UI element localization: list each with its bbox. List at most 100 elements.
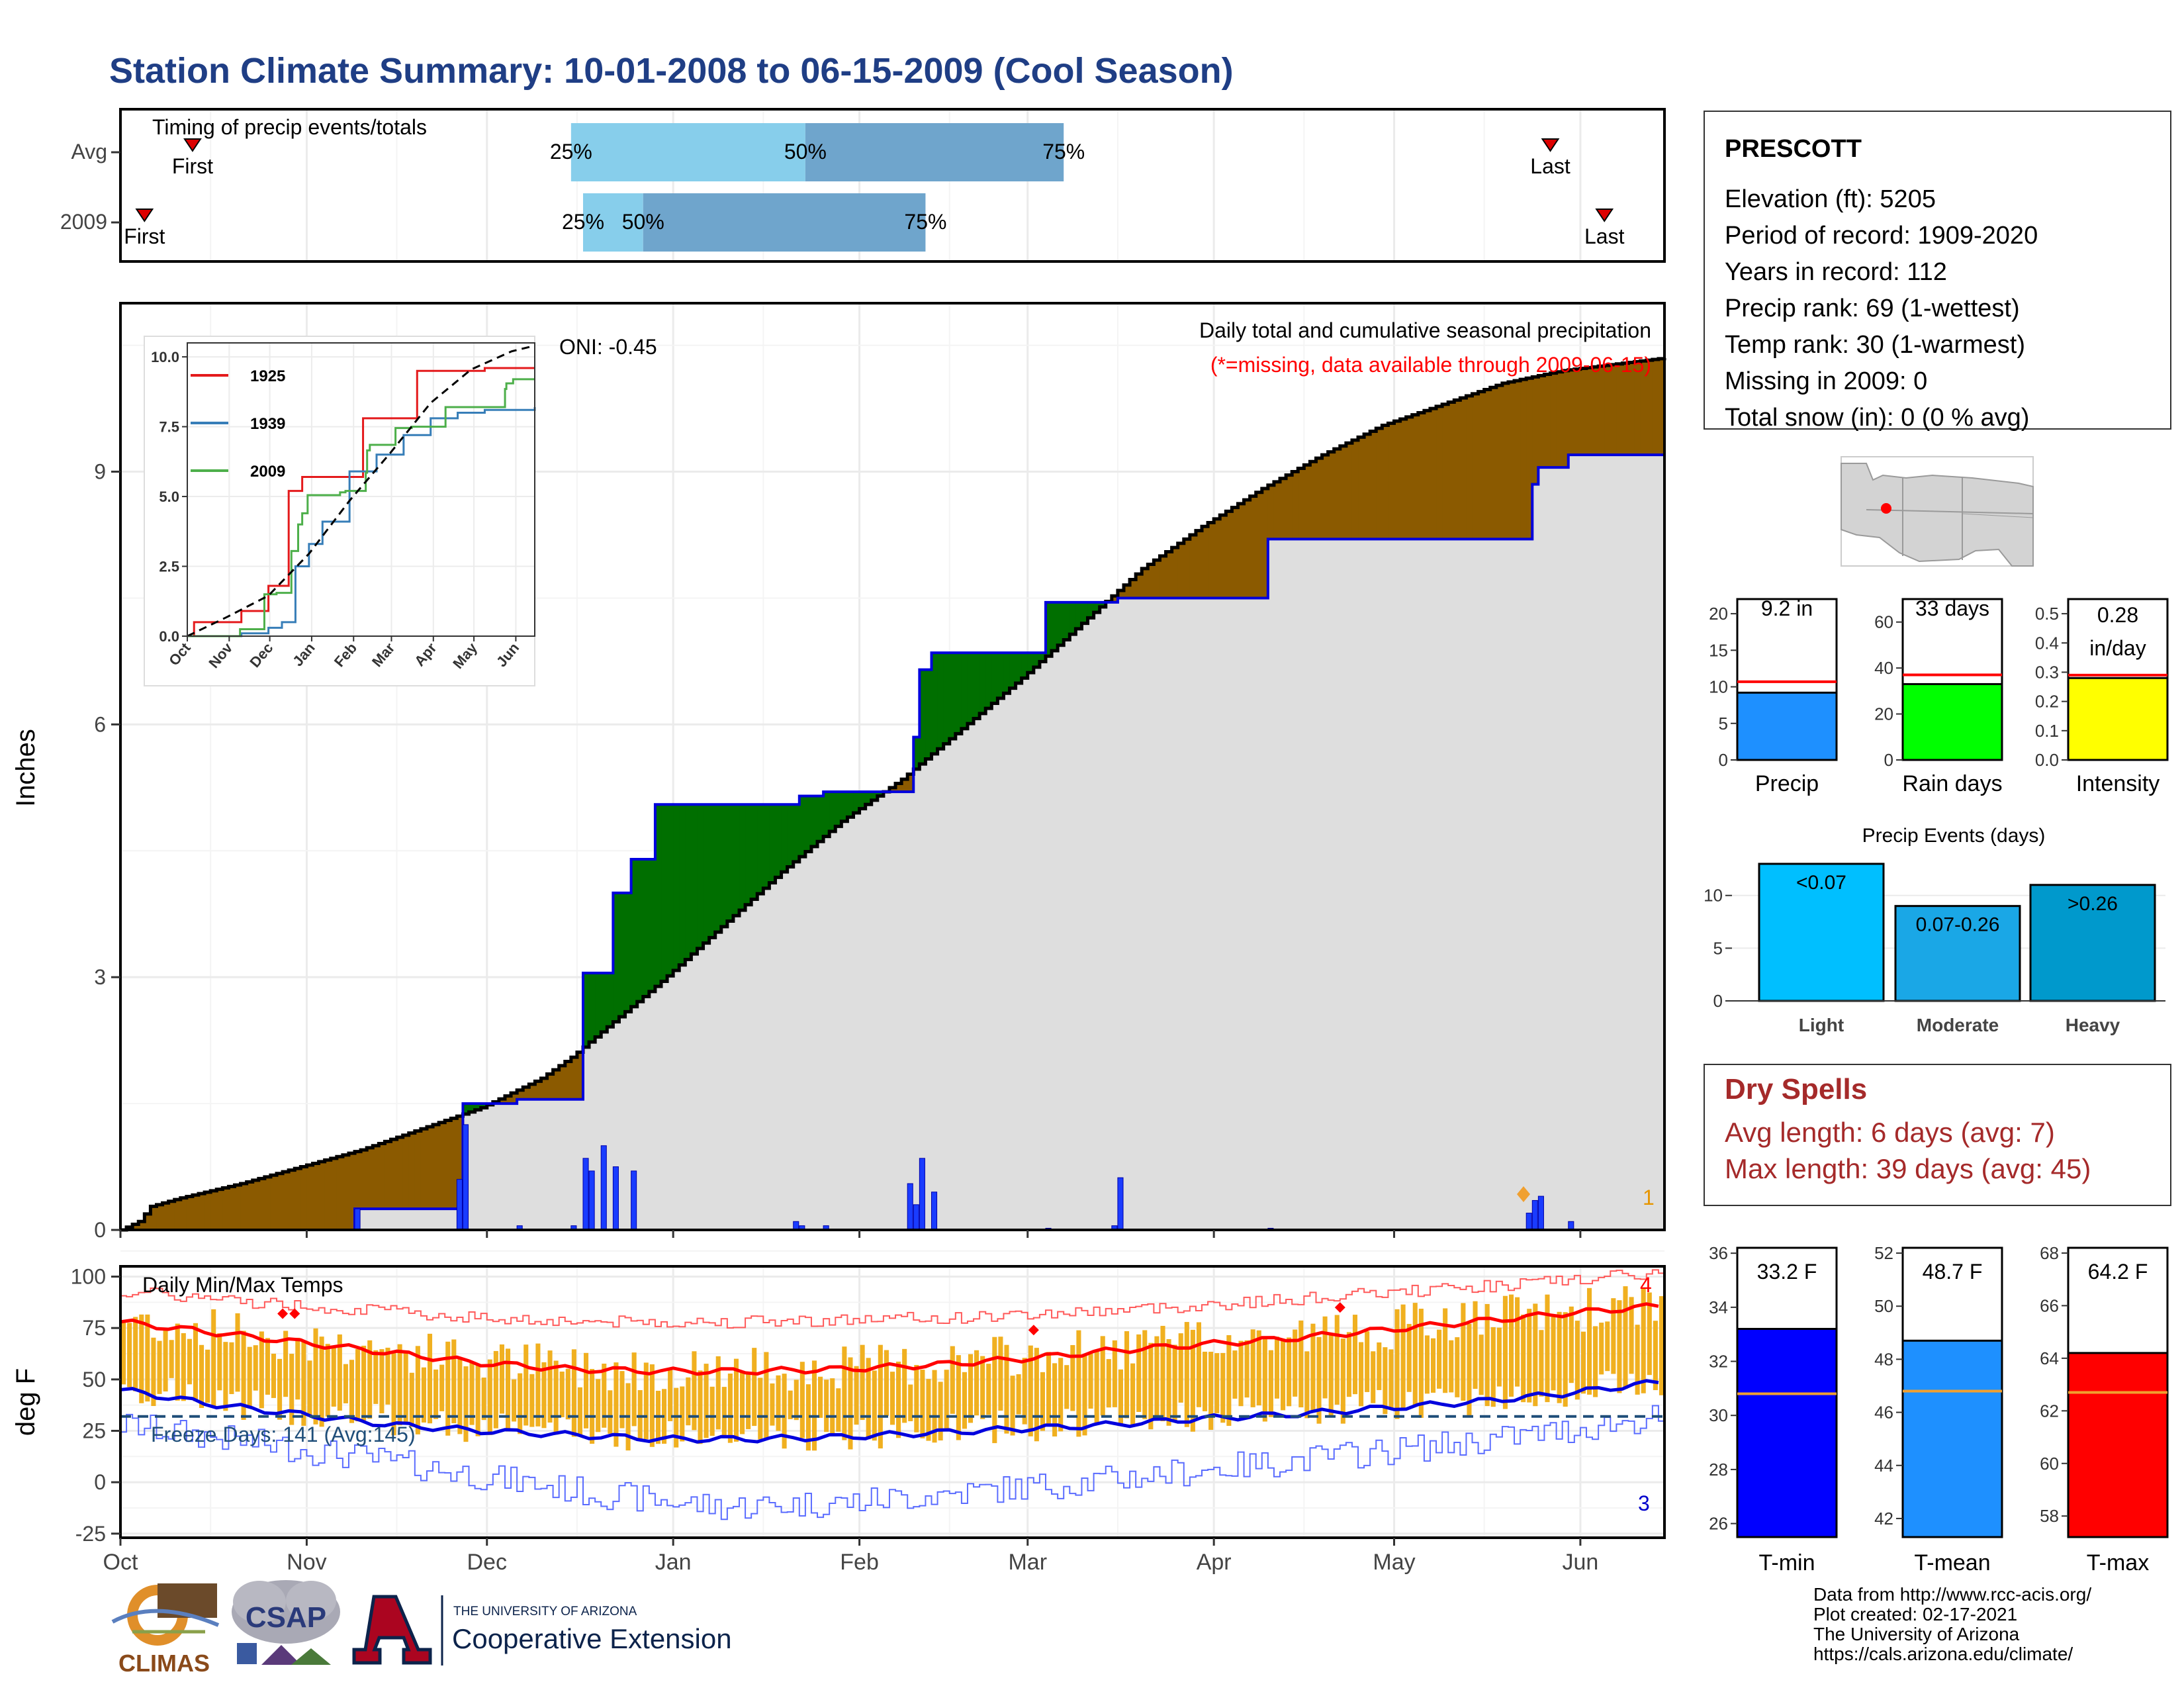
daily-temp-bar [764, 1352, 769, 1438]
logos: CLIMAS CSAP THE UNIVERSITY OF ARIZONA Co… [111, 1580, 732, 1677]
daily-temp-bar [1293, 1329, 1298, 1397]
credit-line: https://cals.arizona.edu/climate/ [1813, 1644, 2073, 1664]
surplus-segment [613, 892, 620, 1022]
tmin-avg-line [120, 1379, 1659, 1444]
surplus-segment [871, 792, 878, 800]
deficit-segment [907, 774, 914, 792]
daily-temp-bar [1190, 1329, 1195, 1432]
daily-temp-bar [752, 1348, 757, 1427]
daily-temp-bar [199, 1344, 205, 1408]
deficit-segment [1526, 378, 1533, 539]
daily-temp-bar [487, 1359, 492, 1435]
daily-precip-bar [913, 1204, 919, 1231]
daily-temp-bar [1443, 1308, 1448, 1393]
daily-temp-bar [938, 1382, 943, 1441]
deficit-segment [1388, 423, 1395, 539]
daily-temp-bar [518, 1373, 523, 1434]
surplus-segment [769, 804, 776, 883]
deficit-segment [1460, 398, 1467, 539]
precip-panel: 0 3 6 9 Daily total and cumulative seasonal… [11, 302, 1666, 1242]
daily-temp-bar [872, 1370, 877, 1441]
deficit-segment [162, 1203, 169, 1230]
daily-temp-bar [451, 1339, 457, 1424]
daily-temp-bar [343, 1364, 348, 1403]
daily-temp-bar [704, 1364, 709, 1438]
daily-temp-bar [1388, 1349, 1394, 1410]
csap-logo-text: CSAP [246, 1601, 326, 1634]
daily-temp-bar [926, 1379, 931, 1441]
daily-temp-bar [1430, 1338, 1436, 1393]
inset-legend-label: 1939 [250, 415, 285, 433]
deficit-segment [1183, 539, 1191, 598]
deficit-segment [1394, 421, 1401, 539]
timing-q25-label: 25% [562, 210, 604, 234]
daily-temp-bar [1340, 1338, 1345, 1424]
timing-q75-label: 75% [1042, 140, 1085, 164]
daily-temp-bar [512, 1379, 517, 1422]
surplus-segment [805, 796, 812, 852]
surplus-segment [637, 859, 644, 1002]
deficit-segment [541, 1078, 548, 1100]
deficit-segment [373, 1145, 379, 1209]
surplus-segment [745, 804, 752, 905]
surplus-segment [997, 653, 1005, 698]
daily-temp-bar [433, 1369, 439, 1419]
inset-series-line [187, 378, 535, 637]
daily-temp-bar [265, 1338, 270, 1395]
daily-temp-bar [229, 1342, 234, 1394]
deficit-segment [1448, 402, 1455, 539]
daily-temp-bar [253, 1345, 258, 1391]
surplus-segment [877, 792, 884, 796]
record-high-line [120, 1269, 1664, 1329]
deficit-segment [1640, 361, 1647, 455]
daily-temp-bar [799, 1362, 805, 1438]
daily-temp-bar [740, 1371, 745, 1434]
daily-temp-bar [692, 1351, 697, 1430]
daily-temp-bar [1322, 1316, 1328, 1399]
surplus-segment [1039, 653, 1046, 662]
summary-bars: 9.2 in 0 5 10 15 20 Precip 33 days 0 20 40 60 Rain d… [1709, 596, 2169, 796]
month-label: Nov [287, 1550, 326, 1575]
surplus-segment [1033, 653, 1040, 667]
deficit-segment [1604, 365, 1611, 455]
deficit-segment [1652, 359, 1659, 455]
summary-bar-tick-label: 5 [1719, 714, 1728, 733]
daily-precip-bar [931, 1192, 938, 1231]
surplus-segment [649, 859, 656, 992]
temp-summary-value: 48.7 F [1923, 1260, 1983, 1284]
events-tick-label: 5 [1713, 938, 1723, 958]
daily-temp-bar [1281, 1340, 1286, 1411]
daily-temp-bar [1130, 1363, 1136, 1427]
daily-temp-bar [1418, 1309, 1424, 1418]
surplus-segment [1099, 602, 1107, 607]
surplus-segment [673, 804, 680, 970]
daily-temp-bar [277, 1358, 283, 1420]
daily-temp-bar [902, 1348, 907, 1423]
daily-temp-bar [805, 1384, 811, 1451]
daily-temp-bar [770, 1383, 775, 1426]
daily-temp-bar [1574, 1321, 1580, 1400]
inset-y-tick-label: 7.5 [159, 419, 179, 436]
deficit-segment [1568, 369, 1575, 455]
surplus-segment [1081, 602, 1089, 624]
climas-logo-text: CLIMAS [118, 1650, 210, 1677]
daily-temp-bar [866, 1358, 871, 1440]
daily-temp-bar [1605, 1321, 1610, 1372]
deficit-segment [186, 1196, 193, 1230]
daily-temp-bar [445, 1341, 451, 1436]
daily-temp-bar [889, 1372, 895, 1425]
deficit-segment [1514, 381, 1521, 539]
deficit-segment [1544, 374, 1551, 468]
deficit-segment [240, 1184, 248, 1230]
daily-temp-bar [1611, 1298, 1616, 1374]
surplus-segment [1087, 602, 1095, 618]
event-bar-range: 0.07-0.26 [1916, 914, 2000, 936]
ua-small-text: THE UNIVERSITY OF ARIZONA [453, 1605, 637, 1618]
deficit-segment [889, 787, 896, 792]
daily-temp-bar [547, 1350, 553, 1423]
precip-y-tick-label: 3 [94, 965, 106, 989]
surplus-segment [991, 653, 998, 704]
daily-temp-bar [1064, 1365, 1069, 1409]
daily-precip-bar [462, 1124, 469, 1231]
surplus-segment [619, 892, 626, 1017]
